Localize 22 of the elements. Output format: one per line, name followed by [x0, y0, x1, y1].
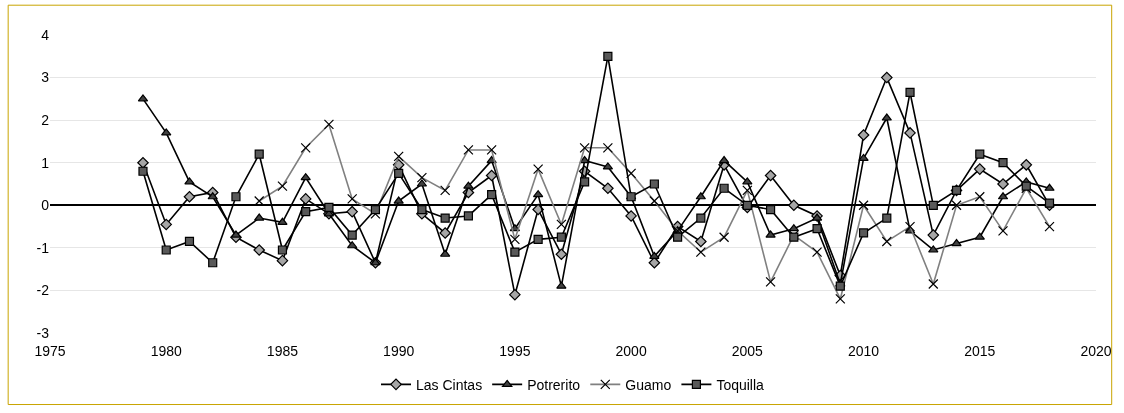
- x-tick-label: 2005: [731, 343, 764, 359]
- y-tick-label: 1: [41, 154, 50, 171]
- x-tick-label: 2000: [615, 343, 647, 359]
- x-tick-label: 1985: [266, 343, 299, 359]
- x-tick-label: 1990: [383, 343, 415, 359]
- y-tick-label: 4: [41, 26, 50, 43]
- y-tick-label: 2: [41, 112, 50, 129]
- y-tick-label: -3: [36, 324, 50, 341]
- y-tick-label: -2: [36, 282, 50, 299]
- x-tick-label: 1995: [499, 343, 531, 359]
- legend-label: Toquilla: [716, 376, 765, 393]
- x-tick-label: 1975: [34, 343, 66, 359]
- legend-label: Las Cintas: [416, 376, 483, 393]
- legend-label: Potrerito: [527, 376, 581, 393]
- x-tick-label: 1980: [150, 343, 182, 359]
- y-tick-label: 3: [41, 69, 50, 86]
- legend-label: Guamo: [625, 376, 672, 393]
- y-tick-label: 0: [41, 197, 50, 214]
- x-tick-label: 2015: [964, 343, 996, 359]
- x-tick-label: 2010: [847, 343, 880, 359]
- x-tick-label: 2020: [1080, 343, 1112, 359]
- y-tick-label: -1: [36, 239, 50, 256]
